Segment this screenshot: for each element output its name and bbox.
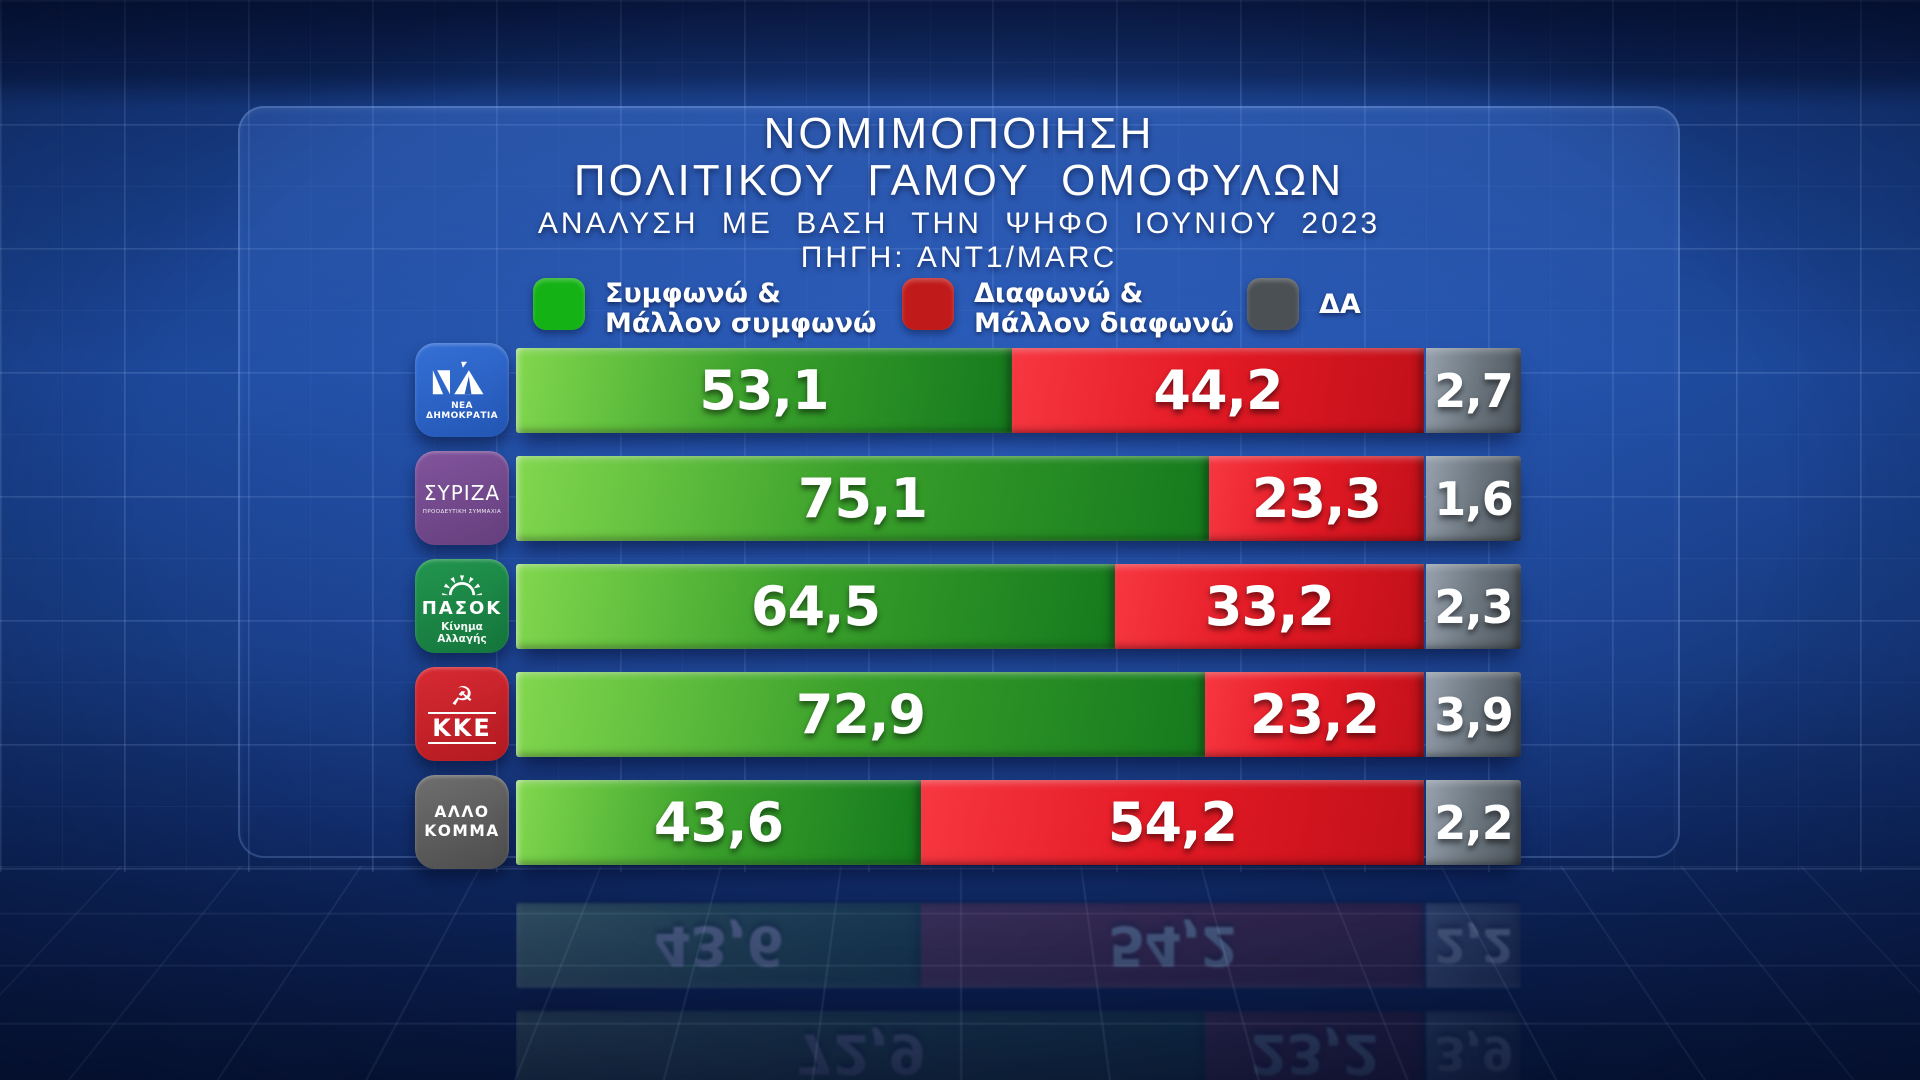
legend-swatch-disagree [902, 278, 954, 330]
top-shade [0, 0, 1920, 96]
party-logo-nd: ΝΕΑ ΔΗΜΟΚΡΑΤΙΑ [415, 343, 509, 437]
bar-no-answer: 2,3 [1426, 564, 1521, 649]
legend-item-no-answer: ΔΑ [1247, 278, 1361, 330]
bar-no-answer: 1,6 [1426, 456, 1521, 541]
subtitle: ΑΝΑΛΥΣΗ ΜΕ ΒΑΣΗ ΤΗΝ ΨΗΦΟ ΙΟΥΝΙΟΥ 2023 [537, 207, 1381, 240]
value-label: 75,1 [797, 467, 928, 530]
value-label: 53,1 [699, 359, 829, 422]
floor-grid [0, 866, 1920, 1080]
value-label: 2,7 [1434, 363, 1513, 418]
bar-no-answer: 2,2 [1426, 780, 1521, 865]
bar-disagree: 23,2 [1205, 672, 1424, 757]
bar-disagree: 23,3 [1209, 456, 1424, 541]
bar-disagree: 33,2 [1115, 564, 1424, 649]
bars-area: ΝΕΑ ΔΗΜΟΚΡΑΤΙΑ 53,1 44,2 2,7 ΣΥΡΙΖΑ ΠΡΟΟΔΕΥΤΙ… [415, 343, 1521, 888]
pasok-sun-icon [442, 574, 482, 595]
bar-strip: 43,6 54,2 2,2 [516, 780, 1521, 865]
value-label: 23,3 [1251, 467, 1382, 530]
party-subtitle-pasok: Κίνημα Αλλαγής [437, 620, 487, 645]
value-label: 23,2 [1249, 683, 1380, 746]
chart-header: ΝΟΜΙΜΟΠΟΙΗΣΗ ΠΟΛΙΤΙΚΟΥ ΓΑΜΟΥ ΟΜΟΦΥΛΩΝ ΑΝ… [238, 110, 1680, 275]
value-label: 3,9 [1434, 687, 1513, 742]
bar-agree: 72,9 [516, 672, 1205, 757]
party-subtitle-syriza: ΠΡΟΟΔΕΥΤΙΚΗ ΣΥΜΜΑΧΙΑ [422, 509, 502, 515]
party-name-nd: ΝΕΑ ΔΗΜΟΚΡΑΤΙΑ [425, 400, 499, 421]
value-label: 33,2 [1204, 575, 1335, 638]
legend-swatch-agree [533, 278, 585, 330]
legend-item-disagree: Διαφωνώ & Μάλλον διαφωνώ [902, 278, 1234, 339]
bar-no-answer: 2,7 [1426, 348, 1521, 433]
bar-agree: 53,1 [516, 348, 1012, 433]
legend-label-disagree: Διαφωνώ & Μάλλον διαφωνώ [974, 278, 1234, 339]
party-name-other-1: ΑΛΛΟ [434, 803, 490, 821]
value-label: 2,2 [1434, 795, 1513, 850]
value-label: 72,9 [795, 683, 926, 746]
legend-label-no-answer: ΔΑ [1319, 289, 1361, 320]
value-label: 54,2 [1107, 791, 1238, 854]
party-logo-syriza: ΣΥΡΙΖΑ ΠΡΟΟΔΕΥΤΙΚΗ ΣΥΜΜΑΧΙΑ [415, 451, 509, 545]
title-line-1: ΝΟΜΙΜΟΠΟΙΗΣΗ [763, 109, 1155, 158]
bar-disagree: 54,2 [921, 780, 1424, 865]
legend-swatch-no-answer [1247, 278, 1299, 330]
party-name-pasok: ΠΑΣΟΚ [421, 597, 503, 619]
table-row-kke: ☭ΚΚΕ 72,9 23,2 3,9 [415, 667, 1521, 761]
value-label: 44,2 [1153, 359, 1283, 422]
legend-item-agree: Συμφωνώ & Μάλλον συμφωνώ [533, 278, 877, 339]
bar-disagree: 44,2 [1012, 348, 1424, 433]
hammer-sickle-icon: ☭ [450, 682, 474, 712]
table-row-nd: ΝΕΑ ΔΗΜΟΚΡΑΤΙΑ 53,1 44,2 2,7 [415, 343, 1521, 437]
value-label: 64,5 [750, 575, 881, 638]
bar-strip: 72,9 23,2 3,9 [516, 672, 1521, 757]
bar-agree: 64,5 [516, 564, 1115, 649]
bar-no-answer: 3,9 [1426, 672, 1521, 757]
legend-label-agree: Συμφωνώ & Μάλλον συμφωνώ [605, 278, 877, 339]
value-label: 2,3 [1434, 579, 1513, 634]
value-label: 1,6 [1434, 471, 1513, 526]
bar-strip: 64,5 33,2 2,3 [516, 564, 1521, 649]
value-label: 43,6 [653, 791, 784, 854]
title-line-2: ΠΟΛΙΤΙΚΟΥ ΓΑΜΟΥ ΟΜΟΦΥΛΩΝ [573, 156, 1345, 205]
nd-logo-icon [432, 361, 484, 394]
party-name-other-2: ΚΟΜΜΑ [424, 822, 500, 840]
party-name-syriza: ΣΥΡΙΖΑ [423, 481, 501, 505]
table-row-pasok: ΠΑΣΟΚ Κίνημα Αλλαγής 64,5 33,2 2,3 [415, 559, 1521, 653]
bar-agree: 43,6 [516, 780, 921, 865]
party-logo-kke: ☭ΚΚΕ [415, 667, 509, 761]
source-line: ΠΗΓΗ: ANT1/MARC [800, 241, 1118, 274]
bar-strip: 53,1 44,2 2,7 [516, 348, 1521, 433]
bar-agree: 75,1 [516, 456, 1209, 541]
party-name-kke: ΚΚΕ [428, 712, 496, 744]
bar-strip: 75,1 23,3 1,6 [516, 456, 1521, 541]
party-logo-pasok: ΠΑΣΟΚ Κίνημα Αλλαγής [415, 559, 509, 653]
table-row-syriza: ΣΥΡΙΖΑ ΠΡΟΟΔΕΥΤΙΚΗ ΣΥΜΜΑΧΙΑ 75,1 23,3 1,6 [415, 451, 1521, 545]
